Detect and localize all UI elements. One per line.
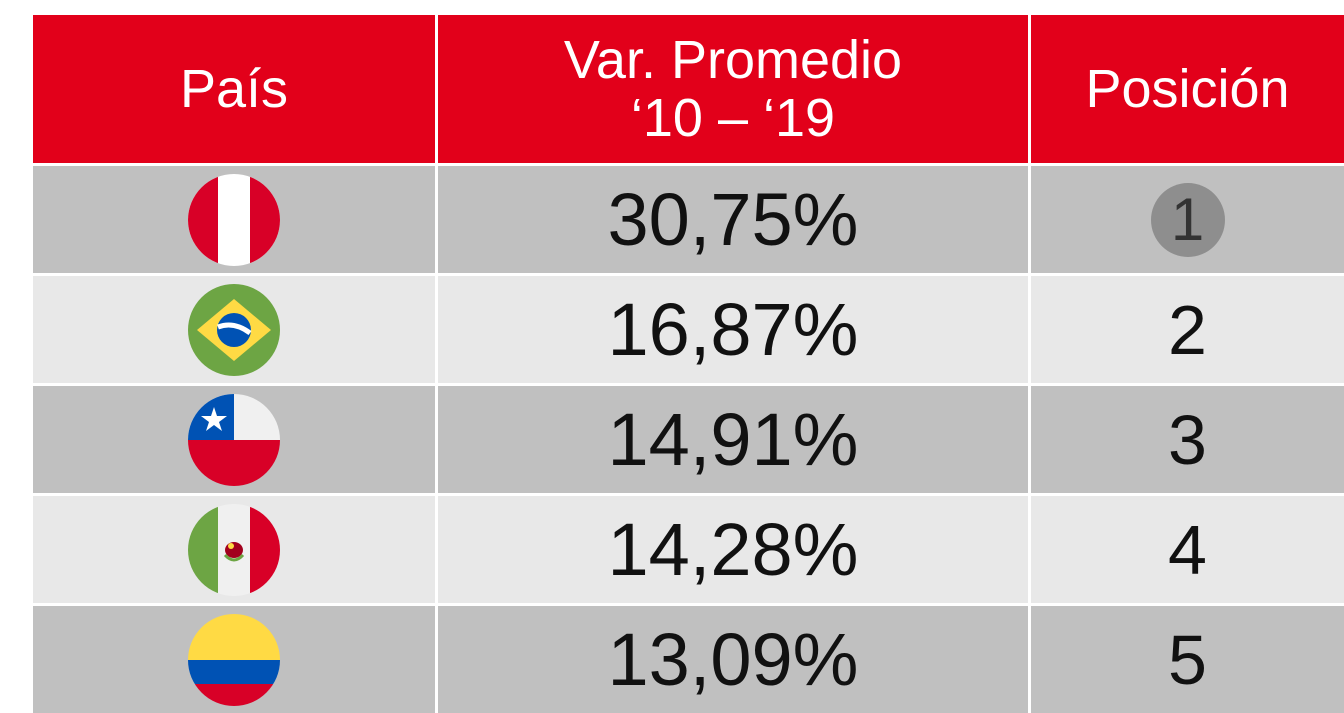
flag-cell (33, 166, 435, 273)
flag-peru (188, 173, 280, 266)
position-badge: 1 (1150, 182, 1225, 257)
position-cell: 3 (1031, 386, 1344, 493)
header-cell: País (33, 15, 435, 163)
value-cell: 13,09% (438, 606, 1028, 713)
header-text: Var. Promedio (563, 30, 903, 90)
position-text: 2 (1168, 290, 1207, 369)
flag-cell (33, 386, 435, 493)
header-cell: Posición (1031, 15, 1344, 163)
flag-brazil (188, 283, 280, 376)
position-cell: 4 (1031, 496, 1344, 603)
value-text: 14,28% (607, 508, 859, 591)
header-text: Posición (1085, 59, 1290, 119)
position-text: 3 (1168, 400, 1207, 479)
value-cell: 14,28% (438, 496, 1028, 603)
value-text: 14,91% (607, 398, 859, 481)
position-text: 4 (1168, 510, 1207, 589)
value-cell: 16,87% (438, 276, 1028, 383)
position-cell: 2 (1031, 276, 1344, 383)
position-cell: 5 (1031, 606, 1344, 713)
flag-colombia (188, 613, 280, 706)
flag-cell (33, 276, 435, 383)
position-text: 5 (1168, 620, 1207, 699)
header-text: ‘10 – ‘19 (630, 88, 836, 148)
value-text: 13,09% (607, 618, 859, 701)
flag-cell (33, 606, 435, 713)
flag-chile (188, 393, 280, 486)
ranking-table: País Var. Promedio ‘10 – ‘19 Posición 30… (33, 15, 1344, 713)
header-text: País (179, 59, 289, 119)
flag-cell (33, 496, 435, 603)
position-cell: 1 (1031, 166, 1344, 273)
value-cell: 14,91% (438, 386, 1028, 493)
value-text: 16,87% (607, 288, 859, 371)
flag-mexico (188, 503, 280, 596)
value-text: 30,75% (607, 178, 859, 261)
value-cell: 30,75% (438, 166, 1028, 273)
header-cell: Var. Promedio ‘10 – ‘19 (438, 15, 1028, 163)
